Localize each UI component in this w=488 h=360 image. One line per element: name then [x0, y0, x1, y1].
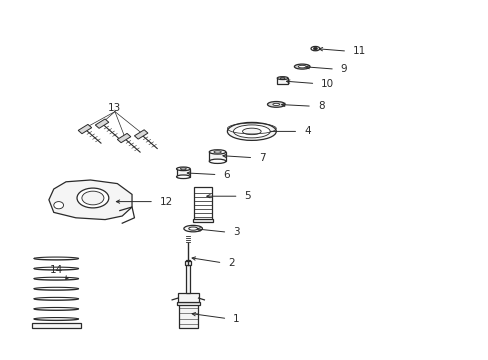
Ellipse shape [54, 202, 63, 209]
Ellipse shape [188, 227, 197, 230]
Bar [193, 219, 212, 222]
Ellipse shape [176, 175, 190, 179]
Bar [179, 302, 197, 328]
Polygon shape [95, 119, 109, 128]
Polygon shape [134, 130, 148, 139]
Ellipse shape [209, 159, 225, 163]
Circle shape [313, 47, 317, 50]
Ellipse shape [183, 225, 202, 232]
Ellipse shape [294, 64, 309, 69]
Ellipse shape [209, 150, 225, 154]
Bar [176, 302, 200, 305]
Text: 2: 2 [228, 258, 235, 268]
Text: 7: 7 [259, 153, 265, 163]
Ellipse shape [233, 125, 269, 138]
Text: 6: 6 [223, 170, 230, 180]
Text: 11: 11 [352, 46, 366, 56]
Bar [32, 323, 81, 328]
Ellipse shape [77, 188, 108, 208]
Ellipse shape [176, 167, 190, 171]
Text: 1: 1 [233, 314, 240, 324]
Text: 12: 12 [160, 197, 173, 207]
Ellipse shape [272, 103, 279, 105]
Polygon shape [117, 134, 131, 143]
Bar [185, 261, 191, 265]
Ellipse shape [277, 77, 287, 80]
Ellipse shape [242, 128, 261, 135]
Ellipse shape [227, 122, 276, 140]
Text: 8: 8 [317, 101, 324, 111]
Polygon shape [78, 125, 92, 134]
Polygon shape [49, 180, 132, 220]
Text: 4: 4 [304, 126, 310, 136]
Bar [176, 169, 190, 177]
Ellipse shape [82, 191, 104, 205]
Ellipse shape [280, 77, 285, 79]
Bar [178, 293, 198, 302]
Text: 3: 3 [233, 227, 240, 237]
Bar [194, 187, 211, 220]
Ellipse shape [298, 66, 305, 68]
Text: 9: 9 [340, 64, 347, 74]
Ellipse shape [310, 46, 319, 51]
Bar [186, 260, 190, 293]
Text: 14: 14 [49, 265, 63, 275]
Ellipse shape [214, 151, 221, 153]
Text: 5: 5 [244, 191, 251, 201]
Ellipse shape [267, 102, 285, 107]
Bar [277, 78, 287, 84]
Text: 10: 10 [321, 78, 334, 89]
Text: 13: 13 [108, 103, 122, 113]
Ellipse shape [180, 168, 186, 170]
Bar [209, 152, 225, 161]
